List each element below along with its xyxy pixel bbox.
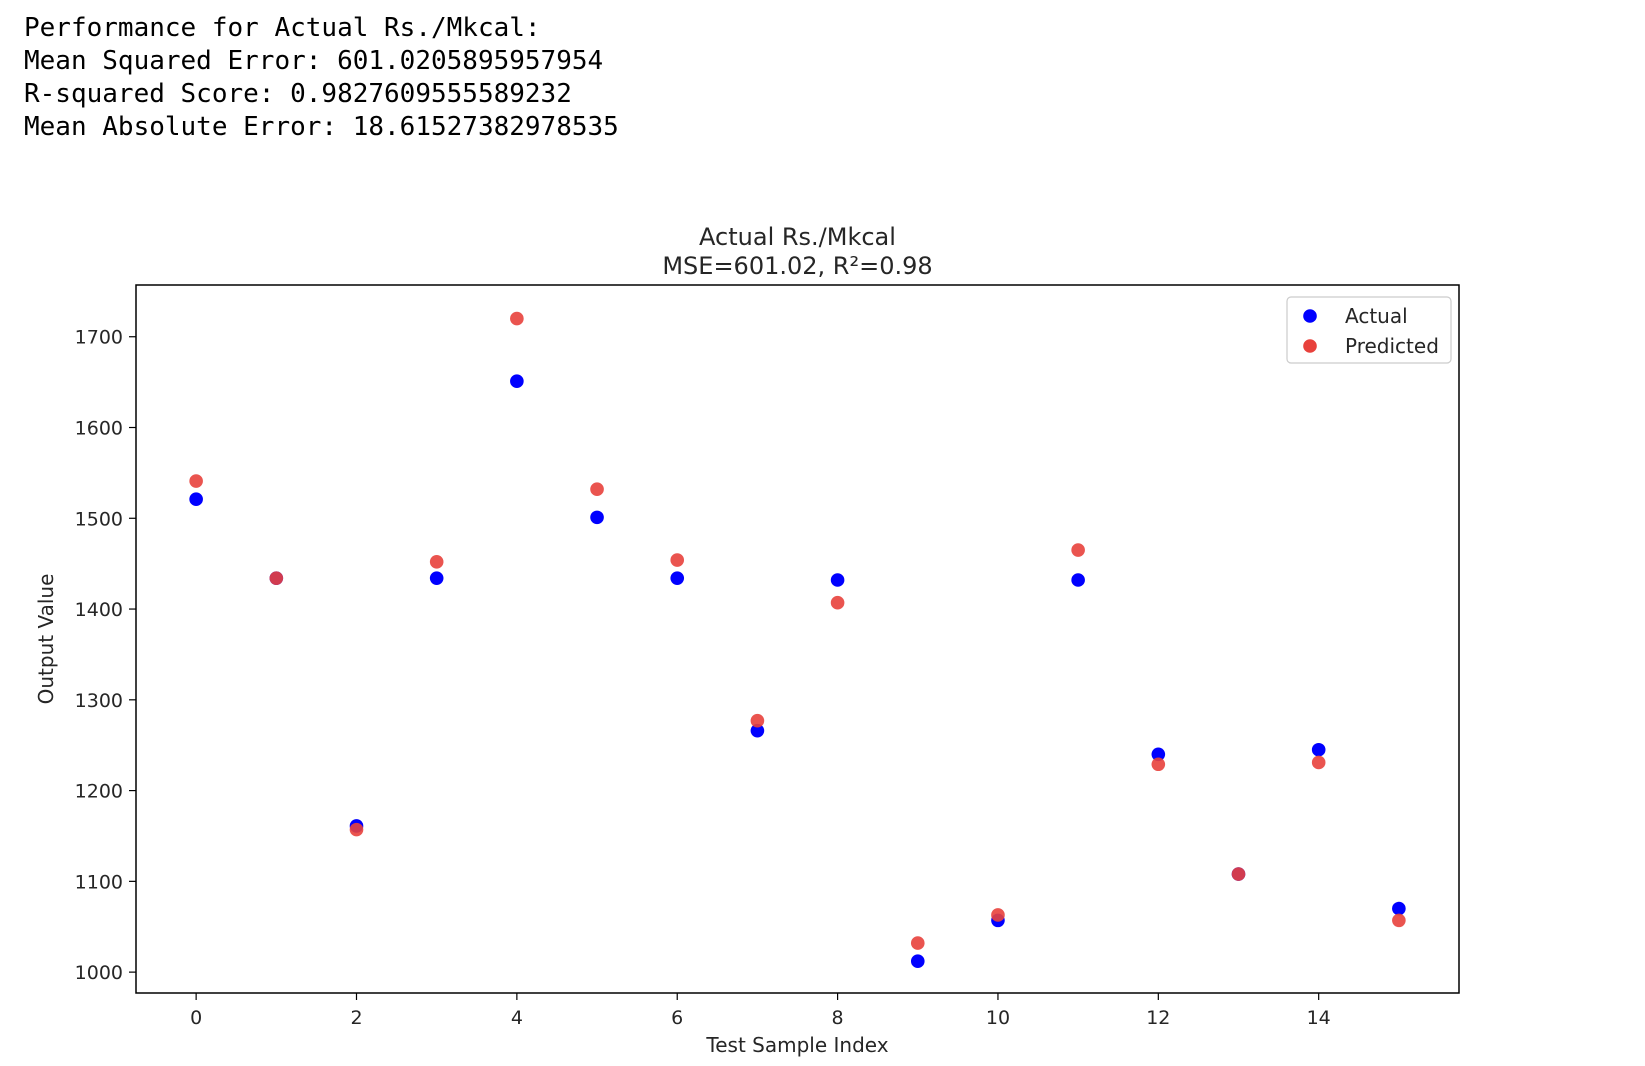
predicted-point [1151, 757, 1166, 772]
actual-point [510, 374, 524, 389]
predicted-point [1231, 867, 1246, 881]
x-tick-label: 10 [986, 1007, 1010, 1029]
predicted-point [349, 822, 364, 837]
x-tick-label: 0 [190, 1007, 202, 1029]
y-tick-label: 1500 [75, 508, 123, 530]
series-predicted [189, 311, 1406, 950]
y-tick-label: 1100 [75, 871, 123, 893]
actual-point [750, 723, 765, 738]
x-tick-label: 12 [1146, 1007, 1170, 1029]
actual-point [830, 573, 845, 587]
actual-point [1311, 742, 1326, 757]
actual-point [910, 954, 925, 969]
legend: Actual Predicted [1286, 296, 1452, 364]
y-axis-ticks: 1000 1100 1200 1300 1400 1500 1600 1700 [75, 327, 136, 984]
console-line-mae: Mean Absolute Error: 18.61527382978535 [24, 112, 619, 142]
y-tick-label: 1300 [75, 690, 123, 712]
data-points [189, 311, 1406, 969]
x-tick-label: 4 [511, 1007, 523, 1029]
predicted-point [991, 908, 1005, 922]
predicted-point [429, 555, 444, 569]
y-tick-label: 1600 [75, 418, 123, 440]
y-tick-label: 1000 [75, 962, 123, 984]
predicted-point [510, 311, 524, 326]
predicted-point [1311, 755, 1326, 770]
actual-point [1071, 573, 1085, 587]
y-tick-label: 1200 [75, 781, 123, 803]
series-actual [189, 374, 1406, 969]
x-tick-label: 8 [832, 1007, 844, 1029]
predicted-point [670, 553, 685, 567]
actual-point [429, 571, 444, 585]
actual-point [189, 492, 203, 507]
actual-point [1151, 747, 1166, 762]
chart-title: Actual Rs./Mkcal [699, 223, 896, 251]
console-line-r2: R-squared Score: 0.9827609555589232 [24, 79, 572, 109]
y-tick-label: 1700 [75, 327, 123, 349]
x-tick-label: 14 [1307, 1007, 1331, 1029]
legend-marker-actual [1303, 309, 1317, 323]
legend-label-actual: Actual [1345, 304, 1408, 328]
predicted-point [750, 713, 765, 728]
predicted-point [590, 482, 604, 497]
console-output: Performance for Actual Rs./Mkcal: Mean Sq… [24, 12, 619, 144]
y-tick-label: 1400 [75, 599, 123, 621]
legend-label-predicted: Predicted [1345, 334, 1439, 358]
chart-subtitle: MSE=601.02, R²=0.98 [662, 252, 932, 280]
plot-frame [135, 284, 1460, 994]
actual-point [1392, 901, 1406, 916]
predicted-point [910, 936, 925, 950]
x-tick-label: 6 [671, 1007, 683, 1029]
actual-point [670, 571, 685, 585]
x-tick-label: 2 [350, 1007, 362, 1029]
predicted-point [830, 595, 845, 610]
y-axis-label: Output Value [34, 574, 58, 705]
x-axis-label: Test Sample Index [705, 1033, 888, 1057]
legend-box [1286, 296, 1452, 364]
console-line-title: Performance for Actual Rs./Mkcal: [24, 13, 541, 43]
x-axis-ticks: 0 2 4 6 8 10 12 14 [190, 993, 1331, 1029]
actual-point [590, 510, 604, 525]
console-line-mse: Mean Squared Error: 601.0205895957954 [24, 46, 604, 76]
legend-marker-predicted [1303, 339, 1317, 353]
predicted-point [1392, 913, 1406, 928]
plot-root: Actual Rs./Mkcal MSE=601.02, R²=0.98 100… [34, 223, 1460, 1057]
predicted-point [269, 571, 284, 585]
predicted-point [189, 474, 203, 488]
predicted-point [1071, 543, 1085, 557]
